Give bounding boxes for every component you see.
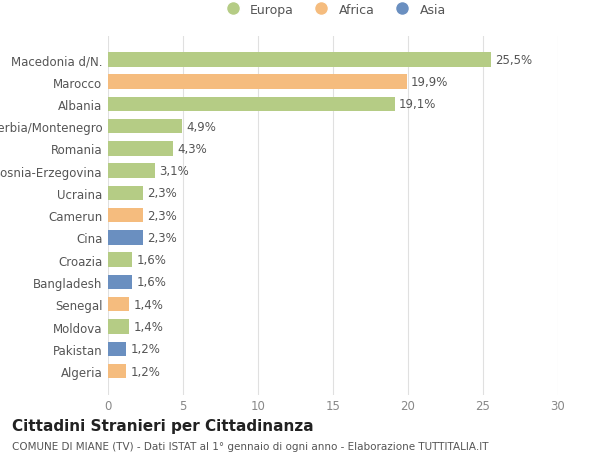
Text: 25,5%: 25,5% [495,54,532,67]
Legend: Europa, Africa, Asia: Europa, Africa, Asia [220,4,446,17]
Text: 1,4%: 1,4% [133,298,163,311]
Text: 1,6%: 1,6% [137,254,166,267]
Bar [108,342,126,356]
Text: 1,2%: 1,2% [131,365,160,378]
Bar [108,231,143,245]
Text: 3,1%: 3,1% [159,165,189,178]
Text: 4,3%: 4,3% [177,143,207,156]
Bar [108,53,491,67]
Text: 2,3%: 2,3% [147,209,177,222]
Bar [108,364,126,379]
Bar [108,142,173,157]
Bar [108,319,129,334]
Bar [108,186,143,201]
Text: 19,1%: 19,1% [399,98,436,111]
Bar [108,297,129,312]
Text: 19,9%: 19,9% [411,76,448,89]
Bar [108,97,395,112]
Text: 1,4%: 1,4% [133,320,163,333]
Text: 2,3%: 2,3% [147,231,177,245]
Text: 1,6%: 1,6% [137,276,166,289]
Text: 4,9%: 4,9% [186,120,216,134]
Text: 2,3%: 2,3% [147,187,177,200]
Text: COMUNE DI MIANE (TV) - Dati ISTAT al 1° gennaio di ogni anno - Elaborazione TUTT: COMUNE DI MIANE (TV) - Dati ISTAT al 1° … [12,441,488,451]
Bar [108,120,182,134]
Text: 1,2%: 1,2% [131,342,160,356]
Bar [108,164,155,179]
Bar [108,253,132,268]
Bar [108,75,407,90]
Bar [108,208,143,223]
Bar [108,275,132,290]
Text: Cittadini Stranieri per Cittadinanza: Cittadini Stranieri per Cittadinanza [12,418,314,433]
